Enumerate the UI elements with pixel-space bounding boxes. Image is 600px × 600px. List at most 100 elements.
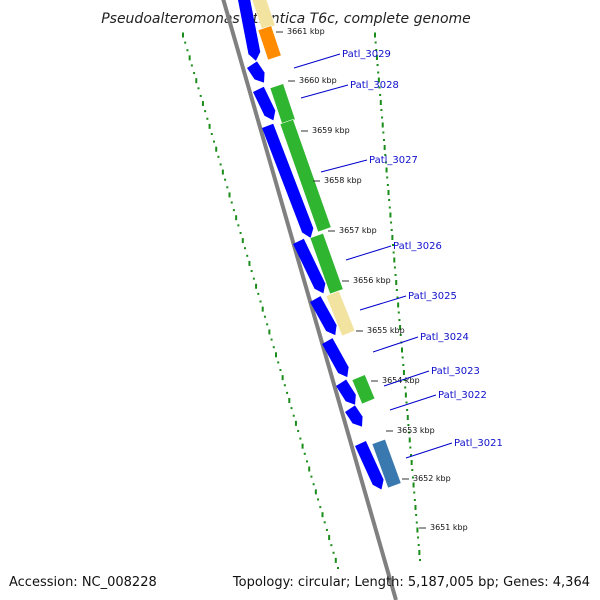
gc-dot-0-36 <box>261 306 264 312</box>
cds-arrow-2 <box>253 86 276 121</box>
gc-dot-1-70 <box>419 559 421 561</box>
accession-text: Accession: NC_008228 <box>9 575 157 590</box>
gc-dot-1-36 <box>397 302 400 308</box>
gc-dot-1-58 <box>411 469 414 471</box>
gc-dot-0-1 <box>184 41 187 44</box>
cds-arrow-5 <box>310 296 337 336</box>
tick-label-3651: 3651 kbp <box>430 523 468 532</box>
ortholog-block-5 <box>325 290 356 337</box>
gc-dot-0-28 <box>244 247 246 250</box>
gc-dot-1-69 <box>418 550 421 555</box>
gc-dot-1-48 <box>404 392 407 398</box>
gc-dot-1-57 <box>410 460 413 465</box>
cds-arrow-shape-2 <box>253 86 276 121</box>
gc-dot-0-0 <box>182 32 184 38</box>
gc-dot-0-17 <box>219 163 222 166</box>
cds-arrow-shape-7 <box>336 379 356 405</box>
cds-arrow-0 <box>238 0 261 61</box>
gc-dot-1-52 <box>407 424 410 426</box>
ortholog-block-shape-7 <box>371 438 402 489</box>
cds-arrow-8 <box>345 405 363 427</box>
ortholog-track <box>251 0 402 489</box>
gc-dot-0-40 <box>270 338 273 341</box>
forward-strand-features <box>238 0 384 490</box>
gc-dot-1-62 <box>413 499 416 501</box>
genome-summary-text: Topology: circular; Length: 5,187,005 bp… <box>232 575 590 590</box>
tick-label-3655: 3655 kbp <box>367 326 405 335</box>
gene-leader-Patl_3029 <box>293 53 341 69</box>
gc-dot-1-0 <box>374 32 376 38</box>
gc-dot-0-66 <box>328 535 331 541</box>
gc-dot-0-9 <box>201 101 204 107</box>
gc-dot-0-54 <box>301 443 304 449</box>
gene-label-Patl_3028: Patl_3028 <box>350 80 399 91</box>
gc-dot-1-45 <box>402 370 405 375</box>
gc-dot-1-54 <box>408 437 411 443</box>
gc-dot-1-22 <box>388 199 391 201</box>
cds-arrow-shape-0 <box>238 0 261 61</box>
tick-label-3657: 3657 kbp <box>339 226 377 235</box>
gc-dot-1-1 <box>374 41 377 44</box>
gc-dot-1-24 <box>389 212 392 218</box>
gene-leader-Patl_3028 <box>300 84 349 99</box>
gc-dot-0-18 <box>221 169 224 175</box>
gc-dot-1-66 <box>416 527 419 533</box>
gc-dot-1-23 <box>388 206 391 209</box>
gc-dot-1-42 <box>401 347 403 353</box>
gene-label-Patl_3024: Patl_3024 <box>420 332 469 343</box>
gc-dot-0-7 <box>197 87 200 90</box>
gc-dot-1-68 <box>417 544 420 546</box>
gc-dot-0-49 <box>290 407 293 410</box>
gc-dot-1-6 <box>377 77 380 83</box>
gc-dot-0-30 <box>248 260 251 266</box>
gc-dot-0-59 <box>312 483 315 486</box>
gene-label-Patl_3021: Patl_3021 <box>454 438 503 449</box>
cds-arrow-shape-8 <box>345 405 363 427</box>
gc-dot-1-38 <box>398 319 401 321</box>
gc-dot-0-22 <box>230 201 233 204</box>
gene-leader-Patl_3023 <box>383 370 430 387</box>
gc-dot-0-33 <box>255 283 258 289</box>
gc-dot-0-14 <box>213 140 215 143</box>
gc-dot-1-43 <box>401 356 404 359</box>
gc-dot-1-5 <box>377 71 380 74</box>
gc-dot-0-31 <box>250 270 253 273</box>
ortholog-block-1 <box>257 25 282 61</box>
gene-leader-Patl_3025 <box>359 295 407 311</box>
cds-arrow-6 <box>322 338 349 378</box>
gc-dot-1-7 <box>378 86 381 89</box>
cds-arrow-4 <box>293 238 326 294</box>
gc-dot-1-21 <box>387 190 390 195</box>
gc-dot-1-46 <box>403 379 406 381</box>
gc-dot-1-15 <box>383 145 386 150</box>
gc-dot-1-8 <box>379 94 382 96</box>
gc-dot-1-13 <box>382 131 385 134</box>
gc-dot-1-50 <box>406 409 409 411</box>
tick-label-3652: 3652 kbp <box>413 474 451 483</box>
gc-dot-1-34 <box>395 289 398 291</box>
ortholog-block-shape-1 <box>257 25 282 61</box>
gc-dot-1-33 <box>395 280 398 285</box>
gc-dot-0-67 <box>330 544 333 547</box>
gc-dot-1-65 <box>415 521 418 524</box>
gene-leader-Patl_3022 <box>389 394 437 411</box>
gc-dot-1-19 <box>386 176 389 179</box>
gc-dot-0-4 <box>190 64 193 67</box>
gc-dot-0-53 <box>299 437 302 440</box>
cds-arrow-shape-1 <box>247 61 265 83</box>
gc-dot-1-16 <box>384 154 387 156</box>
gc-dot-1-56 <box>410 454 412 456</box>
gc-dot-1-18 <box>385 167 388 173</box>
gc-dot-1-30 <box>393 257 396 263</box>
gene-leader-Patl_3026 <box>345 245 392 261</box>
cds-arrow-7 <box>336 379 356 405</box>
cds-arrow-shape-6 <box>322 338 349 378</box>
tick-label-3653: 3653 kbp <box>397 426 435 435</box>
gc-dot-1-39 <box>399 325 402 330</box>
gc-dot-1-31 <box>393 266 396 269</box>
tick-label-3659: 3659 kbp <box>312 126 350 135</box>
gene-label-Patl_3029: Patl_3029 <box>342 49 391 60</box>
tick-label-3656: 3656 kbp <box>353 276 391 285</box>
gc-dot-1-44 <box>402 364 405 366</box>
cds-arrow-3 <box>262 123 314 238</box>
